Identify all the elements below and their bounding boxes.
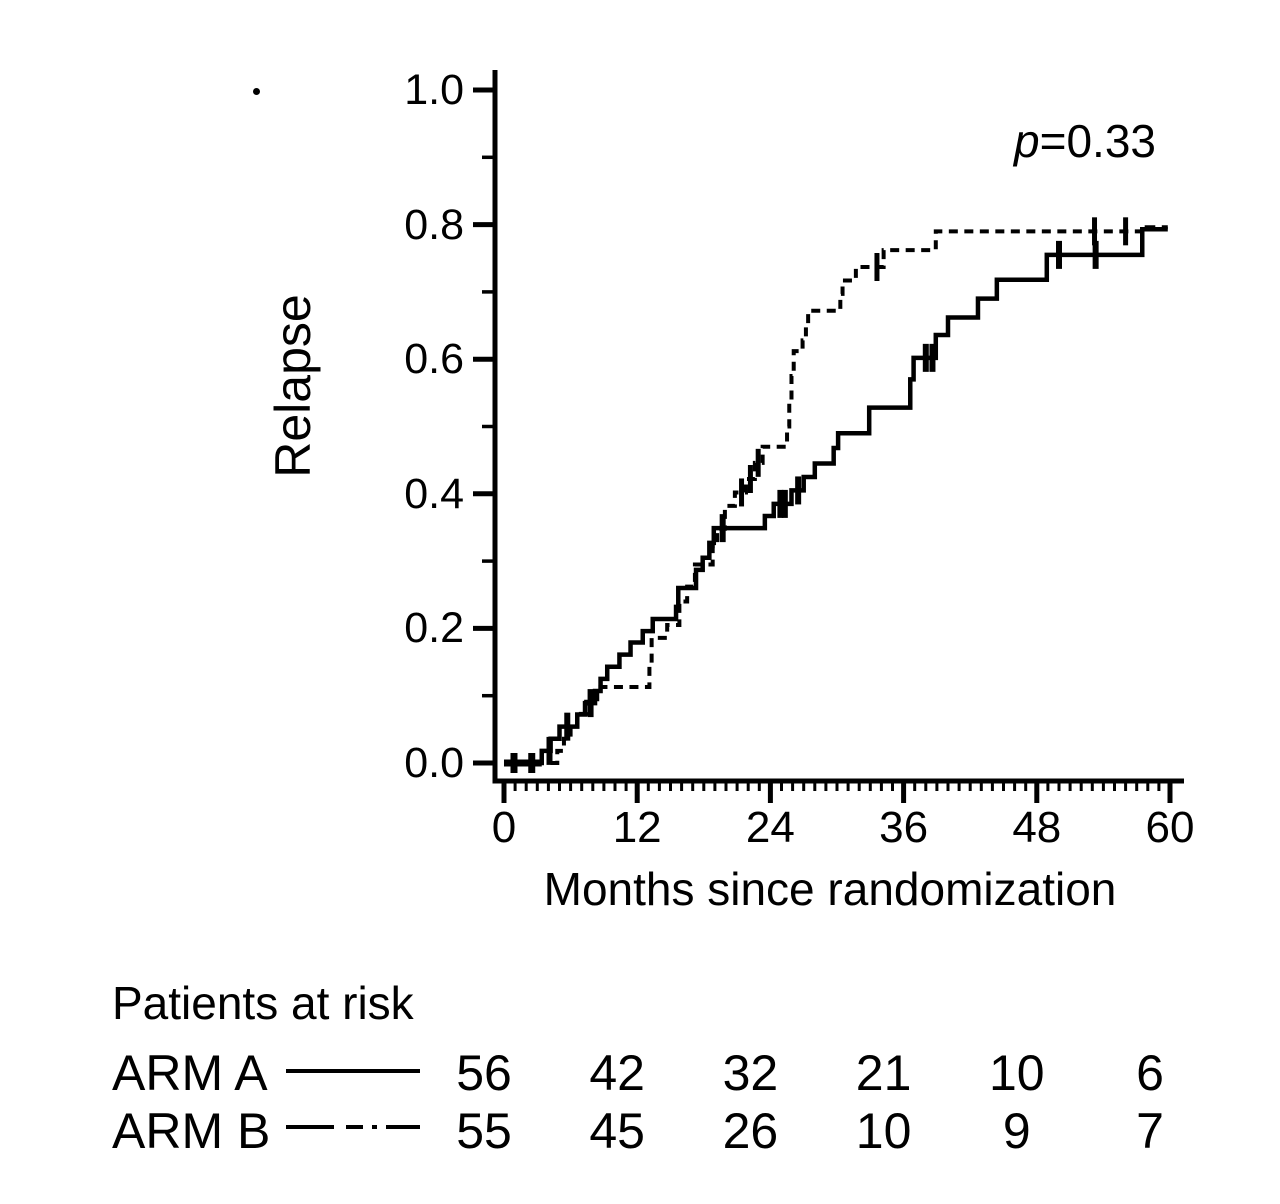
y-tick-label: 1.0: [404, 66, 464, 114]
risk-legend-samples: [286, 1069, 420, 1129]
risk-row-label-arm-b: ARM B: [112, 1103, 271, 1159]
p-value-annotation: p=0.33: [950, 114, 1220, 168]
x-tick-label: 60: [1145, 803, 1195, 852]
x-tick-label: 0: [491, 803, 517, 852]
survival-curves: [504, 225, 1168, 766]
risk-count-arm-b: 7: [1136, 1103, 1164, 1159]
risk-count-arm-a: 10: [988, 1045, 1045, 1101]
risk-count-arm-a: 56: [456, 1045, 512, 1101]
risk-count-arm-b: 55: [456, 1103, 512, 1159]
y-tick-label: 0.2: [404, 604, 464, 653]
p-value-number: =0.33: [1039, 115, 1156, 167]
risk-count-arm-b: 10: [855, 1103, 912, 1159]
risk-table-title: Patients at risk: [112, 977, 414, 1029]
curve-arm-a: [504, 227, 1168, 766]
x-axis-title: Months since randomization: [543, 863, 1117, 915]
y-tick-label: 0.6: [404, 335, 464, 384]
x-tick-label: 36: [879, 803, 929, 852]
risk-count-arm-b: 26: [722, 1103, 779, 1159]
x-tick-label: 48: [1012, 803, 1062, 852]
artifact-dot: [253, 88, 260, 95]
x-tick-label: 24: [745, 803, 795, 852]
risk-count-arm-a: 6: [1136, 1045, 1164, 1101]
p-value-symbol: p: [1014, 115, 1040, 167]
censor-marks: [503, 217, 1129, 773]
y-tick-label: 0.4: [404, 469, 464, 518]
axes: [473, 70, 1184, 803]
risk-count-arm-a: 42: [589, 1045, 645, 1101]
y-tick-label: 0.8: [404, 200, 464, 249]
x-tick-label: 12: [612, 803, 662, 852]
risk-count-arm-a: 32: [722, 1045, 779, 1101]
y-axis-title: Relapse: [265, 294, 321, 478]
y-tick-label: 0.0: [404, 739, 464, 787]
risk-count-arm-b: 9: [1002, 1103, 1031, 1159]
risk-count-arm-a: 21: [855, 1045, 912, 1101]
risk-count-arm-b: 45: [589, 1103, 645, 1159]
risk-row-label-arm-a: ARM A: [112, 1045, 268, 1101]
curve-arm-b: [504, 225, 1168, 765]
